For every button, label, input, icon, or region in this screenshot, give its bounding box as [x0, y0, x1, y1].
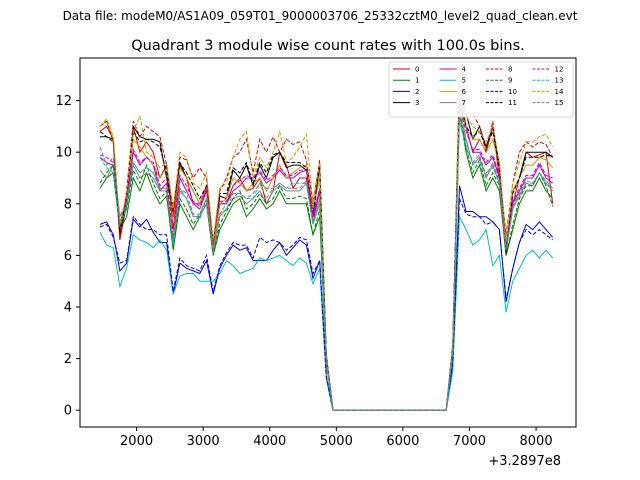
- series-line-5: [99, 214, 554, 411]
- legend-label-11: 11: [508, 99, 517, 107]
- y-tick-label: 10: [55, 146, 72, 161]
- series-line-10: [99, 198, 554, 411]
- legend-label-5: 5: [462, 77, 466, 85]
- legend-label-12: 12: [555, 66, 564, 74]
- plot-lines: [99, 74, 554, 411]
- y-axis-ticks: 0 2 4 6 8 10 12: [55, 94, 80, 419]
- legend-label-10: 10: [508, 88, 517, 96]
- legend-label-6: 6: [462, 88, 467, 96]
- y-tick-label: 6: [64, 249, 72, 264]
- legend-label-0: 0: [415, 66, 419, 74]
- series-line-13: [99, 121, 554, 411]
- y-tick-label: 0: [64, 404, 72, 419]
- x-tick-label: 4000: [253, 434, 286, 449]
- x-tick-label: 5000: [320, 434, 353, 449]
- legend-label-14: 14: [555, 88, 564, 96]
- series-line-1: [99, 113, 554, 411]
- y-tick-label: 4: [64, 301, 72, 316]
- series-line-14: [99, 90, 554, 411]
- series-line-6: [99, 79, 554, 411]
- legend-box: [388, 61, 574, 118]
- chart-title: Quadrant 3 module wise count rates with …: [131, 38, 525, 54]
- series-line-7: [99, 105, 554, 411]
- legend-label-4: 4: [462, 66, 467, 74]
- series-line-8: [99, 74, 554, 411]
- data-file-suptitle: Data file: modeM0/AS1A09_059T01_90000037…: [63, 9, 578, 23]
- legend-label-13: 13: [555, 77, 564, 85]
- series-line-12: [99, 105, 553, 411]
- legend-label-8: 8: [508, 66, 512, 74]
- legend-label-1: 1: [415, 77, 419, 85]
- x-axis-offset-label: +3.2897e8: [488, 454, 561, 469]
- x-tick-label: 7000: [453, 434, 486, 449]
- y-tick-label: 2: [64, 352, 72, 367]
- series-line-11: [99, 100, 553, 411]
- x-tick-label: 8000: [520, 434, 553, 449]
- legend-label-7: 7: [462, 99, 466, 107]
- legend-label-2: 2: [415, 88, 419, 96]
- legend-label-3: 3: [415, 99, 419, 107]
- series-line-9: [99, 110, 554, 411]
- y-tick-label: 12: [55, 94, 72, 109]
- x-axis-ticks: 2000 3000 4000 5000 6000 7000 8000: [120, 427, 553, 449]
- x-tick-label: 2000: [120, 434, 153, 449]
- plot-frame: [79, 57, 577, 428]
- y-tick-label: 8: [64, 197, 72, 212]
- legend-label-9: 9: [508, 77, 512, 85]
- legend-label-15: 15: [555, 99, 564, 107]
- x-tick-label: 6000: [386, 434, 419, 449]
- x-tick-label: 3000: [187, 434, 220, 449]
